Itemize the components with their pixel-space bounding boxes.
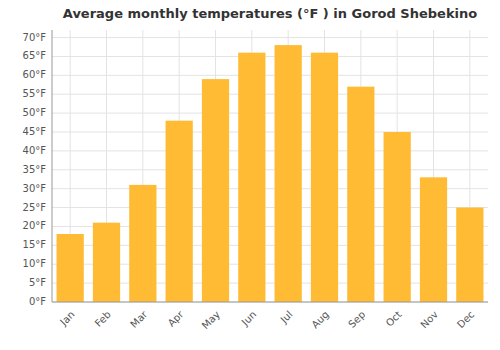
- y-tick-label: 15°F: [23, 239, 47, 250]
- y-grid-line: [52, 169, 488, 170]
- bars: [57, 45, 484, 302]
- y-tick-label: 25°F: [23, 202, 47, 213]
- x-tick-label: Apr: [166, 308, 187, 329]
- y-tick-label: 5°F: [29, 277, 46, 288]
- bar: [238, 53, 265, 302]
- chart-container: 0°F 5°F 10°F 15°F 20°F 25°F 30°F 35°F 40°F 45°F 50…: [0, 0, 500, 350]
- y-tick-label: 40°F: [23, 145, 47, 156]
- x-tick-label: Feb: [93, 309, 113, 329]
- y-tick-label: 0°F: [29, 296, 46, 307]
- bar: [166, 121, 193, 302]
- bar: [202, 79, 229, 302]
- bar: [311, 53, 338, 302]
- x-axis-line: [52, 302, 488, 303]
- bar: [129, 185, 156, 302]
- y-grid-line: [52, 113, 488, 114]
- y-tick-label: 45°F: [23, 126, 47, 137]
- y-tick-label: 50°F: [23, 107, 47, 118]
- y-tick-labels: 0°F 5°F 10°F 15°F 20°F 25°F 30°F 35°F 40°F 45°F 50…: [23, 32, 47, 307]
- x-tick-label: Jul: [278, 309, 295, 326]
- x-tick-label: Jun: [239, 309, 259, 329]
- chart-svg: 0°F 5°F 10°F 15°F 20°F 25°F 30°F 35°F 40°F 45°F 50…: [0, 0, 500, 350]
- y-tick-label: 30°F: [23, 183, 47, 194]
- y-tick-label: 55°F: [23, 88, 47, 99]
- y-tick-label: 65°F: [23, 50, 47, 61]
- x-tick-label: Nov: [418, 309, 440, 331]
- x-tick-label: Aug: [309, 309, 331, 331]
- y-grid-line: [52, 94, 488, 95]
- bar: [420, 177, 447, 302]
- y-tick-label: 35°F: [23, 164, 47, 175]
- y-grid-line: [52, 302, 488, 303]
- bar: [93, 223, 120, 302]
- y-grid-line: [52, 150, 488, 151]
- chart-title: Average monthly temperatures (°F ) in Go…: [63, 6, 477, 21]
- bar: [57, 234, 84, 302]
- y-tick-label: 60°F: [23, 69, 47, 80]
- y-grid-line: [52, 37, 488, 38]
- x-tick-labels: Jan Feb Mar Apr May Jun Jul Aug Sep Oct Nov Dec: [57, 308, 476, 331]
- x-tick-label: Sep: [346, 309, 367, 330]
- y-tick-label: 70°F: [23, 32, 47, 43]
- bar: [275, 45, 302, 302]
- x-tick-label: Mar: [128, 308, 150, 330]
- grid: [52, 30, 488, 302]
- y-grid-line: [52, 132, 488, 133]
- y-tick-label: 10°F: [23, 258, 47, 269]
- y-grid-line: [52, 75, 488, 76]
- y-axis-line: [52, 30, 53, 302]
- bar: [347, 87, 374, 302]
- bar: [456, 208, 483, 302]
- x-tick-label: Oct: [384, 309, 404, 329]
- y-grid-line: [52, 56, 488, 57]
- y-tick-label: 20°F: [23, 220, 47, 231]
- bar: [384, 132, 411, 302]
- x-tick-label: Dec: [455, 309, 476, 330]
- page: {"chart_data": {"type": "bar", "title": …: [0, 0, 500, 350]
- x-tick-label: Jan: [57, 309, 76, 328]
- x-tick-label: May: [200, 309, 222, 331]
